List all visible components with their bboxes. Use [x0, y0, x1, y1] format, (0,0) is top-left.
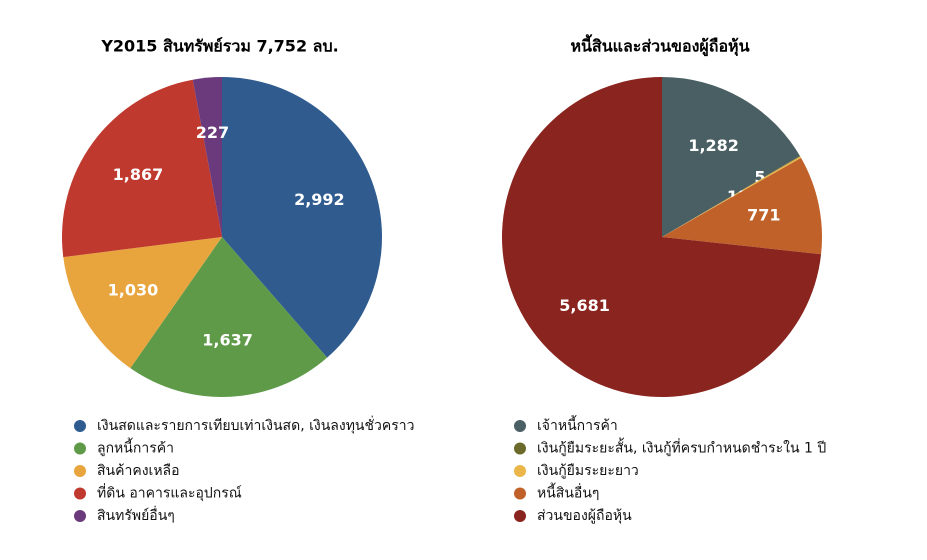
data-label: 2,992: [294, 190, 345, 209]
legend-label: หนี้สินอื่นๆ: [537, 483, 599, 502]
pie-slice: [61, 79, 222, 258]
legend-marker: [74, 420, 86, 432]
legend-label: เงินกู้ยืมระยะยาว: [537, 463, 639, 479]
data-label: 1,282: [688, 136, 739, 155]
pie-slice: [222, 77, 383, 358]
pie-slice: [192, 77, 222, 237]
legend-marker: [514, 510, 526, 522]
legend-label: สินทรัพย์อื่นๆ: [97, 506, 175, 524]
legend-label: ลูกหนี้การค้า: [97, 438, 174, 457]
legend-label: เงินกู้ยืมระยะสั้น, เงินกู้ที่ครบกำหนดชำ…: [537, 438, 826, 457]
data-label: 1,867: [113, 165, 164, 184]
data-label: 5: [754, 168, 765, 187]
chart-title: หนี้สินและส่วนของผู้ถือหุ้น: [570, 34, 749, 58]
data-label: 5,681: [559, 296, 610, 315]
pie-slice: [662, 157, 822, 255]
legend-marker: [74, 442, 86, 455]
legend-marker: [74, 510, 86, 522]
data-label: 1,030: [108, 280, 159, 299]
legend-marker: [74, 487, 86, 500]
pie-slice: [501, 77, 822, 397]
data-label: 1,637: [202, 330, 253, 349]
legend-marker: [514, 442, 526, 455]
legend-marker: [74, 465, 86, 477]
legend-marker: [514, 465, 526, 477]
legend-label: เงินสดและรายการเทียบเท่าเงินสด, เงินลงทุ…: [97, 416, 414, 434]
data-label: 227: [196, 123, 229, 142]
legend-label: ที่ดิน อาคารและอุปกรณ์: [97, 484, 242, 502]
legend-marker: [514, 487, 526, 500]
legend-label: ส่วนของผู้ถือหุ้น: [537, 508, 632, 524]
pie-slice: [662, 156, 802, 237]
legend-label: สินค้าคงเหลือ: [97, 463, 180, 479]
pie-slice: [130, 237, 328, 398]
pie-slice: [662, 155, 801, 237]
data-label: 771: [747, 205, 780, 224]
pie-slice: [662, 77, 800, 237]
legend-label: เจ้าหนี้การค้า: [537, 415, 618, 434]
pie-slice: [63, 237, 222, 369]
chart-title: Y2015 สินทรัพย์รวม 7,752 ลบ.: [100, 37, 338, 56]
legend-marker: [514, 420, 526, 432]
